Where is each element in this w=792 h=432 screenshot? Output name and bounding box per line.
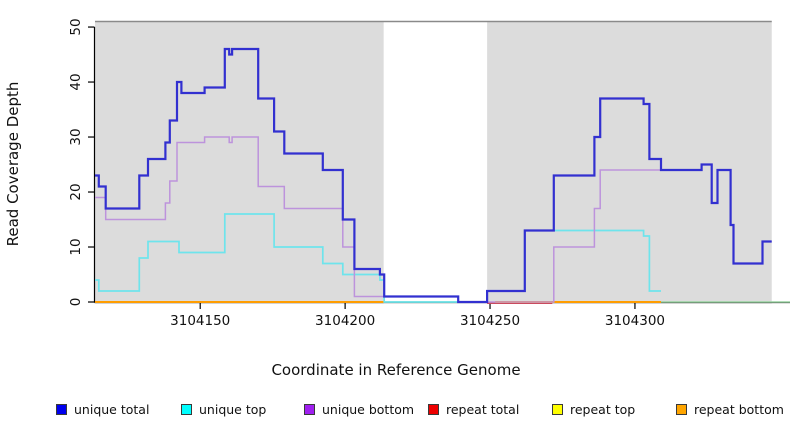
y-tick-label: 40 <box>68 73 84 90</box>
legend-item-unique-top: unique top <box>181 398 266 420</box>
legend-label-unique-bottom: unique bottom <box>322 401 415 417</box>
x-tick-label: 3104150 <box>170 313 230 329</box>
legend-label-repeat-bottom: repeat bottom <box>694 401 784 417</box>
legend-label-repeat-total: repeat total <box>446 401 520 417</box>
legend-item-repeat-top: repeat top <box>552 398 635 420</box>
mask-region-block <box>487 21 772 304</box>
legend-item-unique-bottom: unique bottom <box>304 398 414 420</box>
x-tick-label: 3104250 <box>460 313 520 329</box>
legend-item-unique-total: unique total <box>56 398 149 420</box>
y-tick-label: 30 <box>68 128 84 145</box>
y-axis-label: Read Coverage Depth <box>4 81 22 247</box>
legend-swatch-repeat-top <box>552 403 563 415</box>
x-tick-label: 3104300 <box>605 313 665 329</box>
y-tick-label: 20 <box>68 183 84 200</box>
mask-region-block <box>95 21 384 304</box>
legend-item-repeat-bottom: repeat bottom <box>676 398 784 420</box>
legend-swatch-unique-top <box>181 403 192 415</box>
y-tick-label: 10 <box>68 238 84 255</box>
series-line-unique-total <box>95 47 772 304</box>
y-tick-label: 50 <box>68 18 84 35</box>
legend-swatch-repeat-total <box>428 403 439 415</box>
legend-item-repeat-total: repeat total <box>428 398 519 420</box>
legend-swatch-repeat-bottom <box>676 403 687 415</box>
legend-swatch-unique-total <box>56 403 67 415</box>
legend: unique total unique top unique bottom repea… <box>0 398 792 424</box>
legend-label-unique-top: unique top <box>199 401 267 417</box>
x-tick-label: 3104200 <box>315 313 375 329</box>
y-tick-label: 0 <box>68 298 84 307</box>
legend-label-unique-total: unique total <box>74 401 150 417</box>
legend-swatch-unique-bottom <box>304 403 315 415</box>
legend-label-repeat-top: repeat top <box>570 401 636 417</box>
x-axis-label: Coordinate in Reference Genome <box>271 361 521 379</box>
